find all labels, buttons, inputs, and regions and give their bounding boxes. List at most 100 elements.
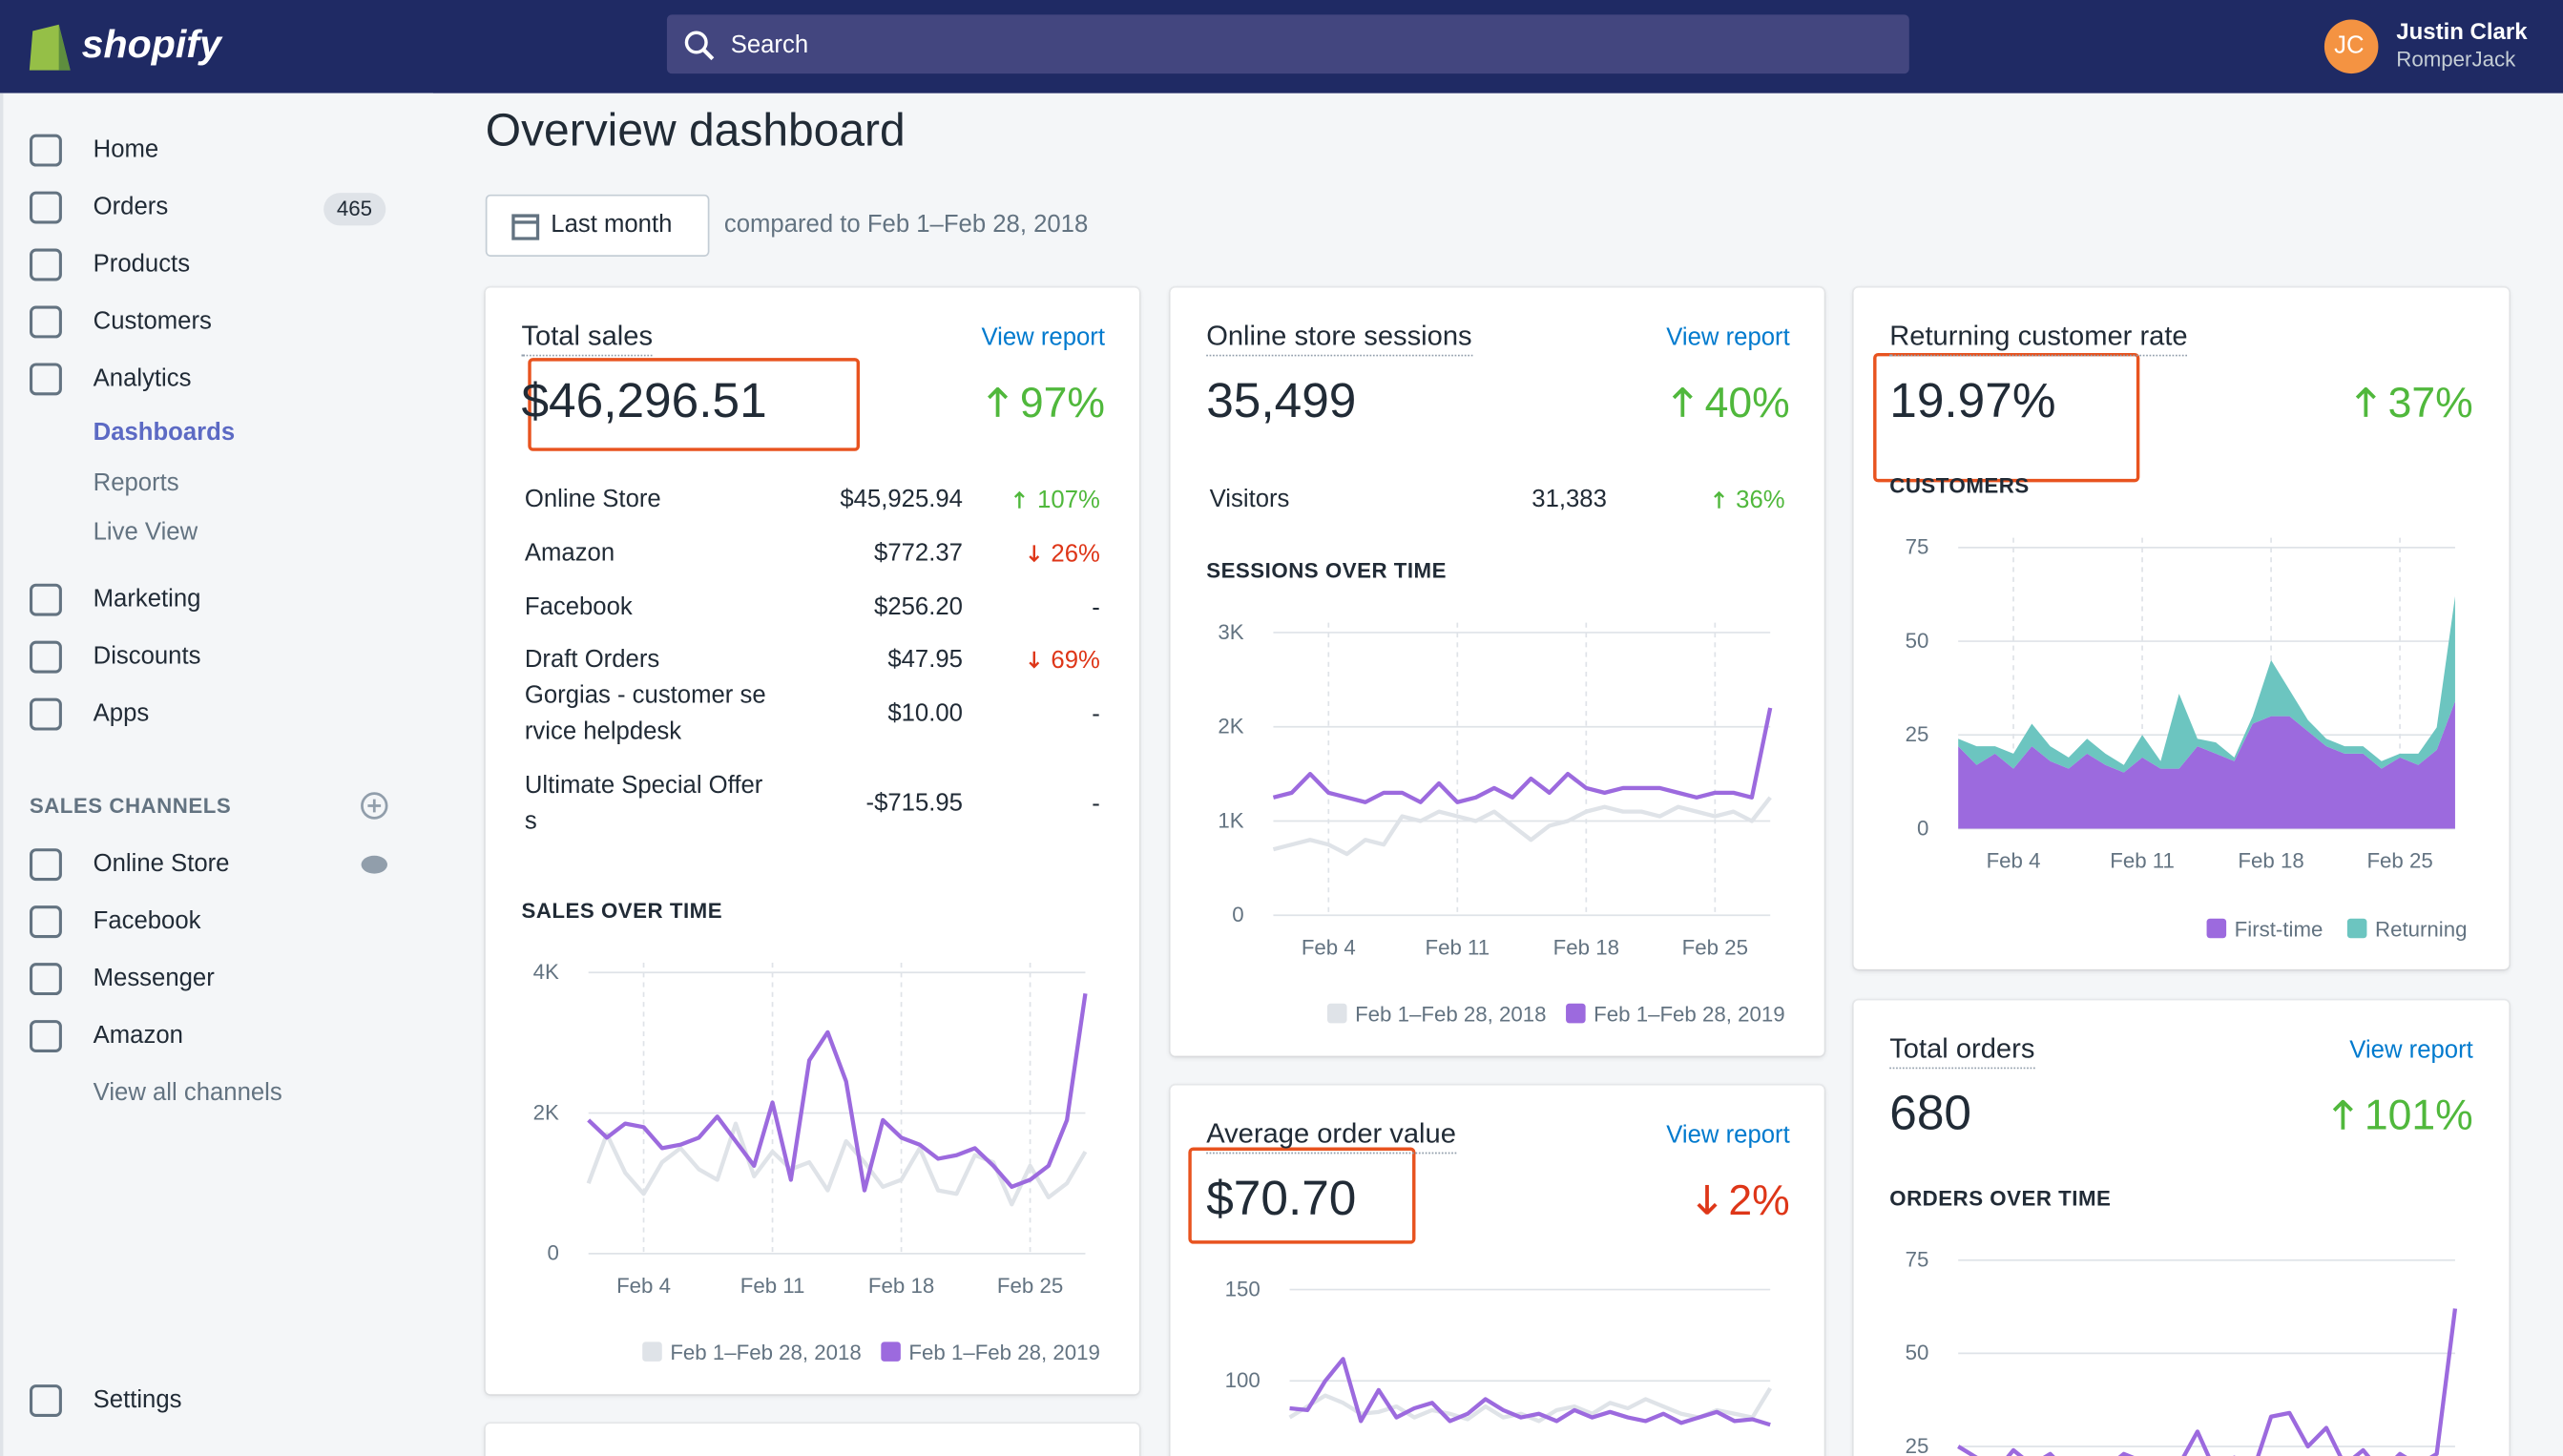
shopify-logo (29, 24, 71, 71)
change: 69% (1028, 643, 1100, 677)
row-label: Amazon (524, 539, 615, 568)
change-value: 101% (2364, 1090, 2473, 1139)
trend-arrow (1028, 652, 1039, 670)
card (485, 1424, 1139, 1456)
row-amount: -$715.95 (865, 789, 963, 818)
metric-value: $46,296.51 (521, 374, 767, 428)
nav-subitem[interactable]: Reports (93, 468, 179, 497)
date-button[interactable] (485, 194, 710, 257)
change: 37% (2356, 376, 2473, 428)
change-value: 37% (2387, 377, 2473, 427)
view-report-link[interactable]: View report (1666, 323, 1790, 352)
row-label: Online Store (524, 485, 661, 513)
nav-item[interactable]: Customers (93, 307, 212, 336)
change: 36% (1713, 483, 1785, 517)
nav-item[interactable]: Apps (93, 699, 150, 728)
nav-subitem[interactable]: Dashboards (93, 418, 236, 447)
view-report-link[interactable]: View report (981, 323, 1105, 352)
row-label: Facebook (524, 593, 633, 621)
chart-heading: SALES OVER TIME (521, 898, 723, 923)
row-amount: $45,925.94 (840, 485, 963, 513)
comparison-text: compared to Feb 1–Feb 28, 2018 (723, 210, 1089, 239)
row-amount: $10.00 (887, 699, 963, 728)
avatar-initials: JC (2334, 31, 2365, 60)
brand: shopify (81, 22, 221, 68)
nav-item[interactable]: Orders (93, 193, 169, 221)
metric-value: 680 (1889, 1087, 1971, 1141)
section-heading: SALES CHANNELS (29, 793, 232, 819)
trend-arrow (1713, 491, 1724, 510)
trend-arrow (988, 386, 1009, 417)
date-button-label[interactable]: Last month (551, 210, 673, 239)
change: 101% (2332, 1089, 2473, 1141)
nav-item[interactable]: Online Store (93, 849, 230, 878)
metric-value: 19.97% (1889, 374, 2056, 428)
nav-item[interactable]: Facebook (93, 906, 201, 935)
nav-item[interactable]: Amazon (93, 1021, 183, 1050)
nav-item[interactable]: Messenger (93, 964, 215, 992)
nav-item[interactable]: View all channels (93, 1078, 282, 1107)
row-amount: $256.20 (874, 593, 963, 621)
row-label: Visitors (1209, 485, 1290, 513)
page-title: Overview dashboard (485, 104, 906, 156)
search-icon (684, 31, 715, 61)
change: - (1092, 697, 1100, 732)
metric-value: 35,499 (1206, 374, 1357, 428)
chart-heading: SESSIONS OVER TIME (1206, 557, 1447, 583)
view-report-link[interactable]: View report (1666, 1121, 1790, 1150)
nav-item[interactable]: Products (93, 250, 191, 279)
metric-value: $70.70 (1206, 1172, 1357, 1226)
card-title: Average order value (1206, 1114, 1456, 1154)
change: 2% (1696, 1174, 1790, 1226)
highlight-box (528, 358, 861, 451)
change: 40% (1673, 376, 1790, 428)
row-label: Draft Orders (524, 645, 660, 674)
row-amount: $772.37 (874, 539, 963, 568)
avatar[interactable] (2323, 19, 2379, 74)
change: - (1092, 787, 1100, 822)
nav-subitem[interactable]: Live View (93, 518, 198, 547)
nav-item[interactable]: Discounts (93, 642, 201, 671)
search-box[interactable] (666, 14, 1909, 74)
change-value: 107% (1037, 486, 1100, 514)
view-report-link[interactable]: View report (2349, 1036, 2473, 1065)
change-value: 69% (1051, 646, 1100, 675)
change-value: 2% (1728, 1175, 1790, 1225)
change: - (1092, 591, 1100, 625)
trend-arrow (2356, 386, 2377, 417)
sidebar (0, 93, 433, 1456)
row-amount: 31,383 (1532, 485, 1607, 513)
card-title: Online store sessions (1206, 317, 1472, 357)
trend-arrow (1014, 491, 1026, 510)
badge: 465 (323, 193, 385, 226)
change: 97% (988, 376, 1105, 428)
change-value: 97% (1019, 377, 1105, 427)
card-title: Total sales (521, 317, 654, 357)
user-name: Justin Clark (2396, 17, 2528, 45)
card-title: Total orders (1889, 1030, 2035, 1070)
change-value: - (1092, 790, 1100, 819)
nav-item[interactable]: Marketing (93, 585, 201, 614)
change-value: 36% (1736, 486, 1785, 514)
change-value: 40% (1704, 377, 1790, 427)
search-placeholder: Search (730, 31, 809, 59)
change: 107% (1014, 483, 1100, 517)
row-label: Gorgias - customer service helpdesk (524, 681, 766, 746)
nav-item[interactable]: Home (93, 135, 159, 164)
trend-arrow (1028, 545, 1039, 563)
change-value: - (1092, 700, 1100, 729)
highlight-box (1188, 1147, 1416, 1244)
card-title: Returning customer rate (1889, 317, 2188, 357)
nav-item[interactable]: Analytics (93, 364, 192, 393)
row-amount: $47.95 (887, 645, 963, 674)
card (485, 287, 1139, 1395)
change: 26% (1028, 537, 1100, 572)
chart-heading: ORDERS OVER TIME (1889, 1185, 2112, 1211)
trend-arrow (1696, 1184, 1718, 1215)
change-value: - (1092, 593, 1100, 622)
store-name: RomperJack (2396, 46, 2516, 72)
trend-arrow (1673, 386, 1694, 417)
trend-arrow (2332, 1099, 2353, 1130)
nav-item[interactable]: Settings (93, 1385, 182, 1414)
